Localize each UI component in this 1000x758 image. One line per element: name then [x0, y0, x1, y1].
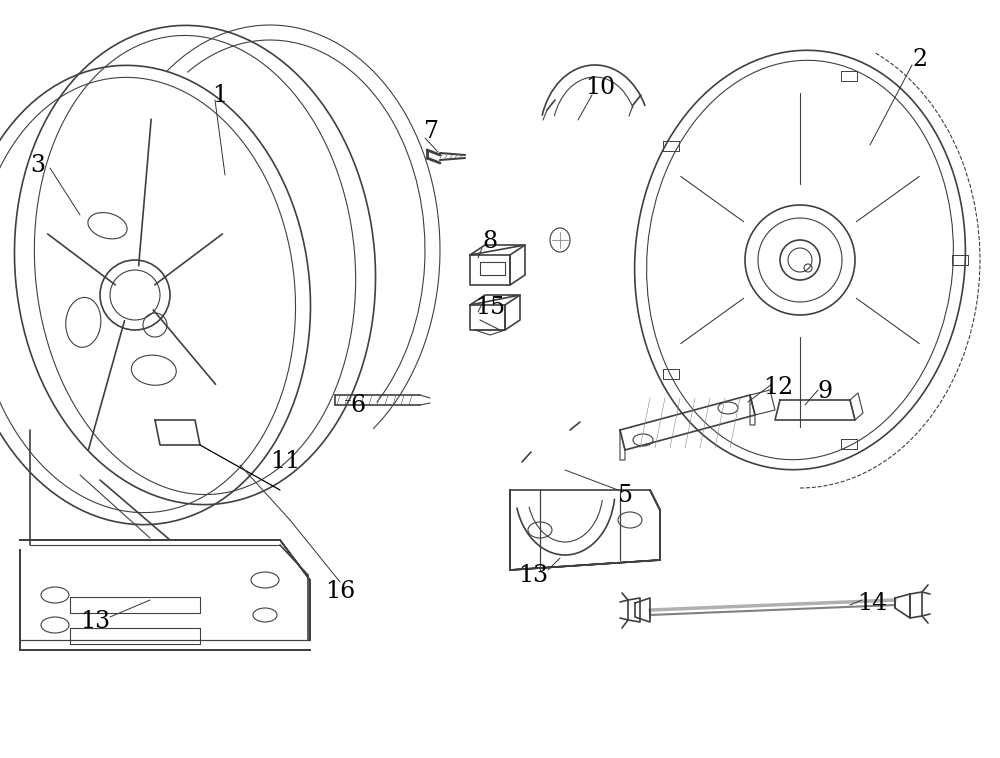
Text: 9: 9 [817, 381, 833, 403]
Text: 8: 8 [482, 230, 498, 253]
Text: 6: 6 [350, 393, 366, 416]
Text: 7: 7 [424, 121, 440, 143]
Text: 13: 13 [518, 563, 548, 587]
Text: 10: 10 [585, 77, 615, 99]
Text: 13: 13 [80, 610, 110, 634]
Text: 14: 14 [857, 591, 887, 615]
Text: 1: 1 [212, 83, 228, 107]
Text: 3: 3 [30, 154, 46, 177]
Text: 2: 2 [912, 49, 928, 71]
Text: 16: 16 [325, 581, 355, 603]
Text: 15: 15 [475, 296, 505, 320]
Text: 11: 11 [270, 450, 300, 474]
Text: 12: 12 [763, 377, 793, 399]
Text: 5: 5 [618, 484, 633, 506]
